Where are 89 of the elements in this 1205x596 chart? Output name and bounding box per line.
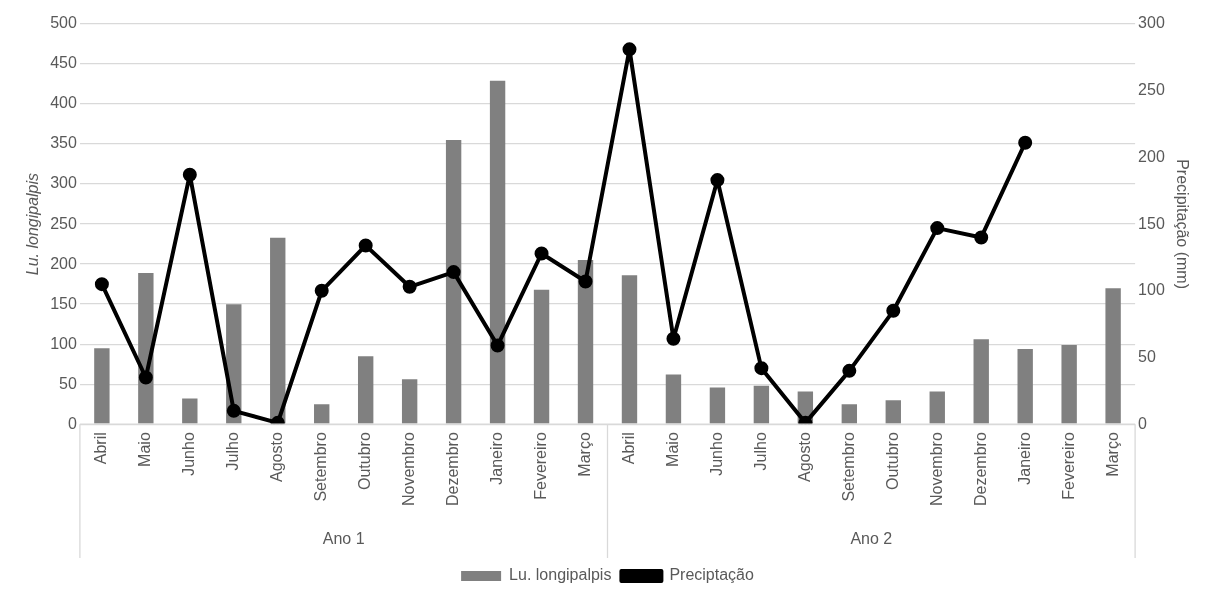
legend-label: Preciptação: [669, 566, 754, 584]
x-tick-label: Junho: [707, 432, 725, 476]
point: [358, 238, 373, 253]
point: [842, 363, 857, 378]
point: [886, 303, 901, 318]
y-tick-label: 300: [50, 174, 77, 192]
point: [226, 403, 241, 418]
y-tick-label: 450: [50, 54, 77, 72]
bar: [270, 237, 286, 424]
x-tick-label: Novembro: [400, 432, 418, 507]
x-tick-label: Dezembro: [444, 432, 462, 507]
bar: [973, 339, 989, 424]
x-tick-label: Setembro: [312, 432, 330, 502]
bar: [1061, 344, 1077, 424]
point: [666, 331, 681, 346]
y2-tick-label: 100: [1138, 281, 1165, 299]
x-tick-label: Outubro: [883, 432, 901, 491]
x-tick-label: Agosto: [268, 432, 286, 483]
point: [490, 338, 505, 353]
y2-tick-label: 150: [1138, 214, 1165, 232]
point: [622, 42, 637, 57]
x-tick-label: Maio: [663, 432, 681, 467]
bar: [1105, 288, 1121, 424]
x-tick-label: Março: [575, 432, 593, 477]
point: [446, 265, 461, 280]
x-tick-label: Abril: [92, 432, 110, 465]
point: [578, 274, 593, 289]
bar: [182, 398, 198, 424]
legend-label: Lu. longipalpis: [509, 566, 612, 584]
x-tick-label: Maio: [136, 432, 154, 467]
y-tick-label: 100: [50, 334, 77, 352]
bar: [445, 140, 462, 424]
point: [94, 277, 109, 292]
point: [402, 279, 417, 294]
bar: [401, 379, 418, 424]
bar: [577, 260, 594, 424]
bar: [314, 404, 330, 424]
x-tick-label: Janeiro: [487, 432, 505, 485]
point: [1018, 135, 1033, 150]
point: [138, 370, 153, 385]
point: [182, 167, 197, 182]
x-tick-label: Outubro: [356, 432, 374, 491]
y-tick-label: 350: [50, 134, 77, 152]
bar: [885, 400, 901, 424]
point: [930, 221, 945, 236]
y2-axis-title: Precipitação (mm): [1173, 159, 1191, 289]
point: [974, 230, 989, 245]
x-tick-label: Janeiro: [1015, 432, 1033, 485]
point: [710, 173, 725, 188]
y-tick-label: 150: [50, 294, 77, 312]
y-tick-label: 50: [59, 374, 77, 392]
y2-tick-label: 300: [1138, 14, 1165, 32]
bar: [753, 385, 770, 424]
x-tick-label: Dezembro: [971, 432, 989, 507]
x-tick-label: Novembro: [927, 432, 945, 507]
x-tick-label: Julho: [751, 432, 769, 471]
bar: [709, 387, 726, 424]
x-tick-label: Agosto: [795, 432, 813, 483]
bar: [1017, 348, 1033, 424]
y2-tick-label: 50: [1138, 347, 1156, 365]
y-tick-label: 200: [50, 254, 77, 272]
x-tick-label: Fevereiro: [1059, 432, 1077, 500]
point: [534, 246, 549, 261]
x-tick-label: Setembro: [839, 432, 857, 502]
x-tick-label: Abril: [619, 432, 637, 465]
y2-tick-label: 0: [1138, 414, 1148, 432]
y2-tick-label: 200: [1138, 147, 1165, 165]
text: Ano 2: [850, 530, 893, 548]
y2-tick-label: 250: [1138, 81, 1165, 99]
bar: [357, 356, 374, 424]
y-tick-label: 500: [50, 14, 77, 32]
bar: [665, 374, 682, 424]
x-tick-label: Julho: [224, 432, 242, 471]
y-tick-label: 400: [50, 94, 77, 112]
x-tick-label: Junho: [180, 432, 198, 476]
bar: [94, 348, 110, 424]
bar: [489, 80, 506, 424]
y-tick-label: 250: [50, 214, 77, 232]
x-tick-label: Março: [1103, 432, 1121, 477]
bar: [533, 289, 550, 424]
bar: [621, 275, 638, 424]
x-tick-label: Fevereiro: [531, 432, 549, 500]
point: [314, 283, 329, 298]
bar: [929, 391, 945, 424]
text: Ano 1: [322, 530, 365, 548]
y-tick-label: 0: [67, 414, 77, 432]
y-axis-title: Lu. longipalpis: [24, 172, 42, 276]
bar: [841, 404, 858, 424]
point: [754, 361, 769, 376]
